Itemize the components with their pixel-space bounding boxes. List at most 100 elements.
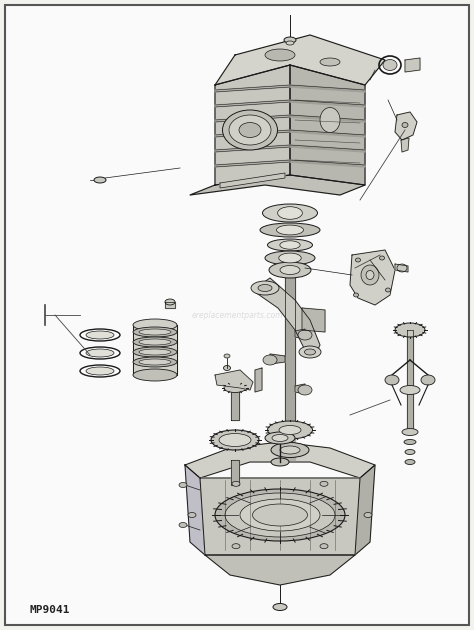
Ellipse shape <box>133 337 177 347</box>
Ellipse shape <box>86 349 114 357</box>
Polygon shape <box>302 308 325 332</box>
Ellipse shape <box>211 430 259 450</box>
Ellipse shape <box>263 204 318 222</box>
Polygon shape <box>401 138 409 152</box>
Ellipse shape <box>265 49 295 61</box>
Polygon shape <box>290 65 365 185</box>
Ellipse shape <box>219 433 251 447</box>
Ellipse shape <box>304 349 316 355</box>
Polygon shape <box>165 302 175 308</box>
Ellipse shape <box>299 346 321 358</box>
Polygon shape <box>215 35 385 85</box>
Polygon shape <box>220 173 285 188</box>
Polygon shape <box>185 442 375 478</box>
Polygon shape <box>215 145 290 152</box>
Text: MP9041: MP9041 <box>30 605 71 615</box>
Ellipse shape <box>320 481 328 486</box>
Ellipse shape <box>265 432 295 444</box>
Ellipse shape <box>215 489 345 541</box>
Ellipse shape <box>133 347 177 357</box>
Ellipse shape <box>364 512 372 517</box>
Ellipse shape <box>240 499 320 531</box>
Ellipse shape <box>320 58 340 66</box>
Ellipse shape <box>179 522 187 527</box>
Ellipse shape <box>222 110 277 150</box>
Polygon shape <box>215 85 290 92</box>
Ellipse shape <box>179 483 187 488</box>
Polygon shape <box>285 430 295 460</box>
Ellipse shape <box>251 281 279 295</box>
Text: ereplacementparts.com: ereplacementparts.com <box>191 311 283 319</box>
Ellipse shape <box>239 122 261 137</box>
Ellipse shape <box>397 264 407 272</box>
Ellipse shape <box>402 428 418 435</box>
Ellipse shape <box>133 327 177 337</box>
Ellipse shape <box>298 330 312 340</box>
Ellipse shape <box>320 544 328 549</box>
Ellipse shape <box>273 604 287 610</box>
Ellipse shape <box>404 440 416 445</box>
Ellipse shape <box>280 241 300 249</box>
Polygon shape <box>285 270 295 430</box>
Ellipse shape <box>421 375 435 385</box>
Ellipse shape <box>139 339 171 345</box>
Ellipse shape <box>188 512 196 517</box>
Polygon shape <box>185 465 205 555</box>
Ellipse shape <box>278 207 302 219</box>
Ellipse shape <box>267 421 312 439</box>
Polygon shape <box>295 384 305 394</box>
Ellipse shape <box>232 481 240 486</box>
Polygon shape <box>215 115 290 122</box>
Ellipse shape <box>354 293 358 297</box>
Ellipse shape <box>224 384 246 392</box>
Ellipse shape <box>133 357 177 367</box>
Ellipse shape <box>265 251 315 265</box>
Ellipse shape <box>139 329 171 335</box>
Ellipse shape <box>395 323 425 337</box>
Ellipse shape <box>286 41 294 45</box>
Polygon shape <box>200 478 360 555</box>
Polygon shape <box>405 58 420 72</box>
Polygon shape <box>395 112 417 140</box>
Polygon shape <box>215 65 290 185</box>
Ellipse shape <box>298 385 312 395</box>
Ellipse shape <box>224 365 230 370</box>
Ellipse shape <box>385 375 399 385</box>
Polygon shape <box>215 100 290 107</box>
Ellipse shape <box>139 349 171 355</box>
Ellipse shape <box>361 265 379 285</box>
Ellipse shape <box>320 108 340 132</box>
Ellipse shape <box>402 122 408 127</box>
Ellipse shape <box>284 37 296 43</box>
Polygon shape <box>215 370 253 390</box>
Polygon shape <box>350 250 395 305</box>
Ellipse shape <box>94 177 106 183</box>
Ellipse shape <box>133 319 177 331</box>
Ellipse shape <box>271 442 309 457</box>
Polygon shape <box>255 368 262 392</box>
Ellipse shape <box>400 386 420 394</box>
Ellipse shape <box>271 458 289 466</box>
Ellipse shape <box>224 354 230 358</box>
Ellipse shape <box>165 299 175 305</box>
Polygon shape <box>231 460 239 485</box>
Ellipse shape <box>253 504 308 526</box>
Polygon shape <box>290 85 365 92</box>
Ellipse shape <box>229 115 271 145</box>
Ellipse shape <box>405 459 415 464</box>
Ellipse shape <box>279 425 301 435</box>
Polygon shape <box>290 160 365 167</box>
Polygon shape <box>407 330 413 430</box>
Ellipse shape <box>139 359 171 365</box>
Polygon shape <box>133 325 177 375</box>
Polygon shape <box>295 329 305 339</box>
Polygon shape <box>270 354 285 364</box>
Ellipse shape <box>366 270 374 280</box>
Polygon shape <box>290 130 365 137</box>
Ellipse shape <box>280 265 300 275</box>
Polygon shape <box>290 100 365 107</box>
Ellipse shape <box>86 367 114 375</box>
Ellipse shape <box>267 239 312 251</box>
Ellipse shape <box>272 435 288 442</box>
Ellipse shape <box>385 288 391 292</box>
